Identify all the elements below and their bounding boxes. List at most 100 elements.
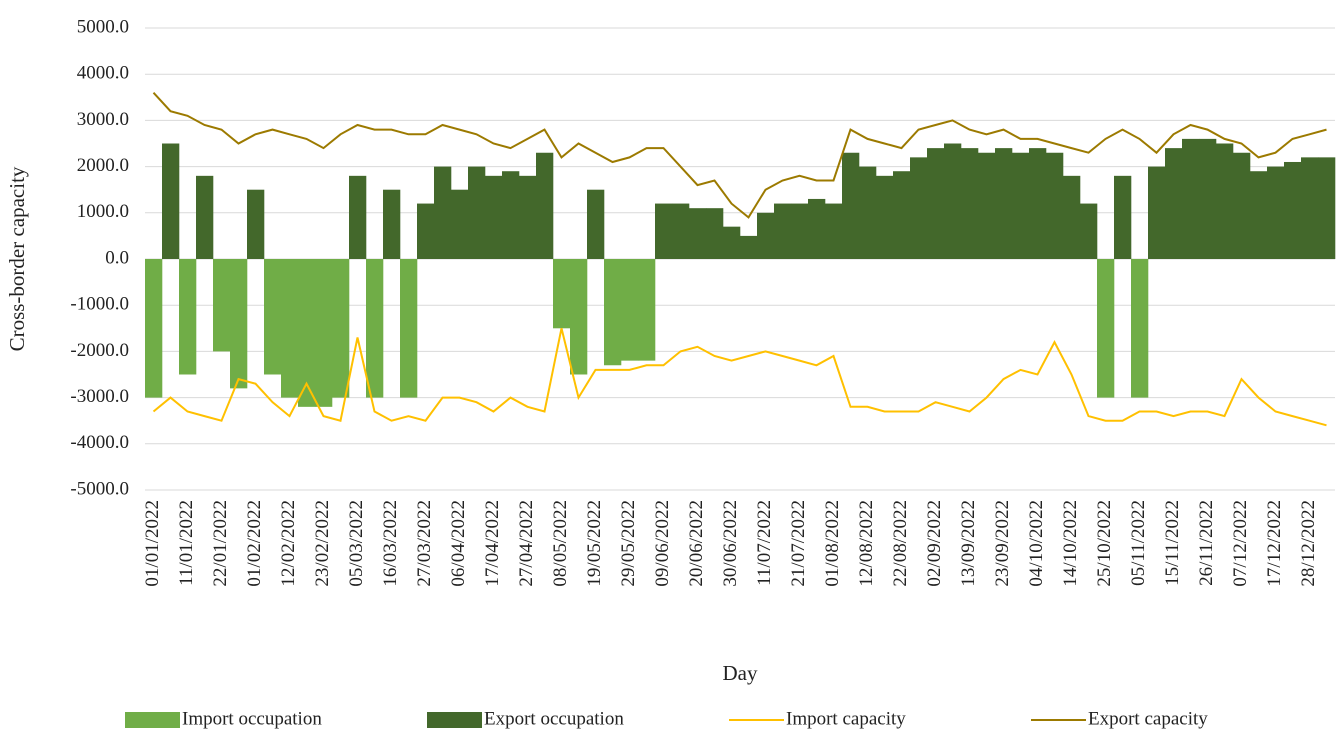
legend-label: Import capacity <box>786 708 906 729</box>
bar <box>1148 166 1166 259</box>
bar <box>485 175 503 259</box>
bar <box>298 259 316 407</box>
x-tick-label: 07/12/2022 <box>1230 500 1251 587</box>
bar <box>672 203 690 259</box>
x-tick-label: 17/12/2022 <box>1264 500 1285 587</box>
bar <box>281 259 299 398</box>
y-tick-label: -2000.0 <box>70 340 129 361</box>
bar <box>893 171 911 259</box>
legend-label: Import occupation <box>182 708 322 729</box>
bar <box>1165 148 1183 259</box>
bar <box>230 259 248 389</box>
x-tick-label: 13/09/2022 <box>958 500 979 587</box>
bar <box>842 152 860 259</box>
x-tick-label: 29/05/2022 <box>618 500 639 587</box>
bar <box>383 189 401 259</box>
y-tick-label: -4000.0 <box>70 432 129 453</box>
bar <box>1080 203 1098 259</box>
bar <box>536 152 554 259</box>
bar <box>910 157 928 259</box>
x-tick-label: 21/07/2022 <box>788 500 809 587</box>
legend-swatch <box>427 712 482 728</box>
x-tick-label: 27/04/2022 <box>516 500 537 587</box>
bar <box>1131 259 1149 398</box>
bar <box>944 143 962 259</box>
bar <box>723 226 741 259</box>
bar <box>417 203 435 259</box>
bar <box>978 152 996 259</box>
y-tick-label: 4000.0 <box>77 63 129 84</box>
x-tick-label: 11/01/2022 <box>176 500 197 586</box>
bar <box>876 175 894 259</box>
x-tick-label: 12/08/2022 <box>856 500 877 587</box>
bar <box>400 259 418 398</box>
bar <box>213 259 231 352</box>
bar <box>1182 138 1200 259</box>
bar <box>1216 143 1234 259</box>
y-tick-label: 3000.0 <box>77 109 129 130</box>
x-tick-label: 02/09/2022 <box>924 500 945 587</box>
legend-label: Export occupation <box>484 708 624 729</box>
bar <box>502 171 520 259</box>
y-tick-label: 1000.0 <box>77 201 129 222</box>
bar <box>332 259 350 398</box>
bar <box>196 175 214 259</box>
bar <box>247 189 265 259</box>
legend-label: Export capacity <box>1088 708 1208 729</box>
bar <box>689 208 707 259</box>
x-tick-label: 01/01/2022 <box>142 500 163 587</box>
bar <box>162 143 180 259</box>
bar <box>434 166 452 259</box>
bar <box>961 148 979 259</box>
bar <box>927 148 945 259</box>
bar <box>264 259 282 375</box>
bar <box>315 259 333 407</box>
bar <box>1284 161 1302 259</box>
x-tick-label: 25/10/2022 <box>1094 500 1115 587</box>
bar <box>1318 157 1336 259</box>
bar <box>859 166 877 259</box>
x-tick-label: 16/03/2022 <box>380 500 401 587</box>
bar <box>655 203 673 259</box>
bar <box>349 175 367 259</box>
bar <box>179 259 197 375</box>
x-tick-label: 05/11/2022 <box>1128 500 1149 586</box>
x-axis-title: Day <box>723 661 758 685</box>
y-tick-label: 2000.0 <box>77 155 129 176</box>
bar <box>604 259 622 366</box>
legend-swatch <box>125 712 180 728</box>
x-tick-label: 05/03/2022 <box>346 500 367 587</box>
bar <box>1012 152 1030 259</box>
x-tick-label: 14/10/2022 <box>1060 500 1081 587</box>
bar <box>774 203 792 259</box>
x-tick-label: 01/02/2022 <box>244 500 265 587</box>
bar <box>1029 148 1047 259</box>
bar <box>757 212 775 259</box>
x-tick-label: 01/08/2022 <box>822 500 843 587</box>
y-tick-label: -3000.0 <box>70 386 129 407</box>
x-tick-label: 28/12/2022 <box>1298 500 1319 587</box>
bar <box>995 148 1013 259</box>
bar <box>740 235 758 259</box>
bar <box>1046 152 1064 259</box>
bar <box>553 259 571 329</box>
x-tick-label: 19/05/2022 <box>584 500 605 587</box>
x-tick-label: 30/06/2022 <box>720 500 741 587</box>
bar <box>1063 175 1081 259</box>
x-tick-label: 23/09/2022 <box>992 500 1013 587</box>
bar <box>451 189 469 259</box>
bar <box>825 203 843 259</box>
bar <box>1301 157 1319 259</box>
bar <box>587 189 605 259</box>
bar <box>1250 171 1268 259</box>
y-axis-title: Cross-border capacity <box>5 166 29 351</box>
bar <box>145 259 163 398</box>
y-tick-label: -1000.0 <box>70 294 129 315</box>
bar <box>570 259 588 375</box>
bar <box>1097 259 1115 398</box>
bar <box>1199 138 1217 259</box>
x-tick-label: 09/06/2022 <box>652 500 673 587</box>
x-tick-label: 22/01/2022 <box>210 500 231 587</box>
x-tick-label: 20/06/2022 <box>686 500 707 587</box>
